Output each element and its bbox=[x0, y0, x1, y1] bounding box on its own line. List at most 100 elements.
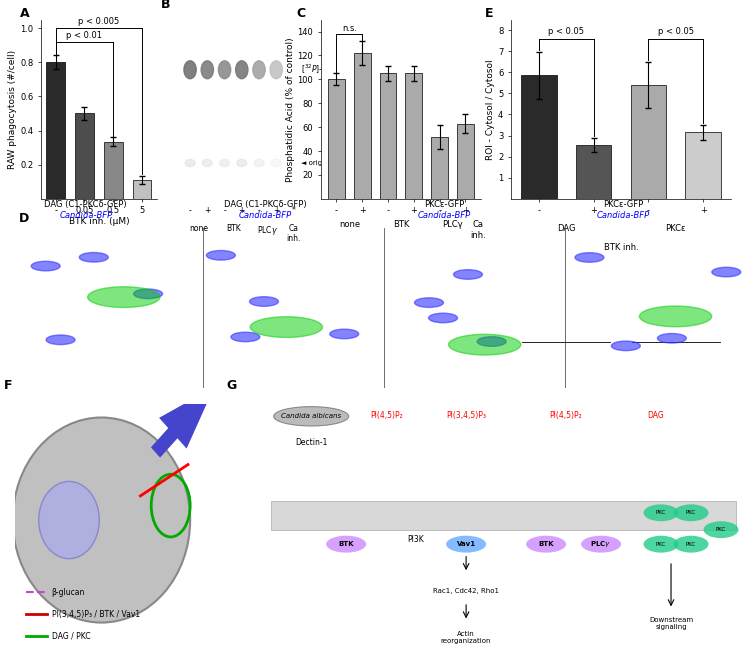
Y-axis label: Phosphatidic Acid (% of control): Phosphatidic Acid (% of control) bbox=[286, 37, 295, 181]
Ellipse shape bbox=[202, 159, 212, 166]
Ellipse shape bbox=[415, 298, 443, 307]
Text: p < 0.005: p < 0.005 bbox=[78, 18, 119, 26]
Text: none: none bbox=[189, 224, 208, 233]
Bar bbox=[630, 85, 666, 199]
Text: DAG (C1-PKCδ-GFP): DAG (C1-PKCδ-GFP) bbox=[224, 200, 306, 209]
Bar bbox=[457, 124, 474, 199]
Text: Candida-BFP: Candida-BFP bbox=[417, 211, 471, 220]
Ellipse shape bbox=[526, 536, 566, 553]
Ellipse shape bbox=[644, 536, 679, 553]
Bar bbox=[431, 137, 448, 199]
Text: DAG: DAG bbox=[557, 224, 575, 233]
Ellipse shape bbox=[326, 536, 366, 553]
Text: Ca
inh.: Ca inh. bbox=[471, 220, 486, 240]
FancyBboxPatch shape bbox=[272, 501, 736, 529]
Ellipse shape bbox=[207, 250, 235, 260]
Ellipse shape bbox=[703, 521, 739, 538]
Text: Candida-BFP: Candida-BFP bbox=[238, 211, 292, 220]
Text: Actin
reorganization: Actin reorganization bbox=[441, 631, 492, 644]
Text: control: control bbox=[98, 372, 128, 381]
Ellipse shape bbox=[31, 261, 60, 271]
Text: PKC: PKC bbox=[716, 527, 726, 532]
Text: Ca
inh.: Ca inh. bbox=[286, 224, 301, 243]
Bar bbox=[133, 180, 151, 199]
Text: D: D bbox=[19, 212, 29, 225]
Text: PLC$\gamma$: PLC$\gamma$ bbox=[591, 539, 612, 549]
Text: PI(4,5)P₂: PI(4,5)P₂ bbox=[550, 411, 583, 421]
Ellipse shape bbox=[270, 61, 283, 79]
Text: β-glucan: β-glucan bbox=[51, 588, 85, 597]
Bar bbox=[380, 74, 396, 199]
Text: PKC: PKC bbox=[656, 542, 666, 546]
Text: Candida-BFP: Candida-BFP bbox=[596, 211, 650, 220]
FancyArrow shape bbox=[151, 387, 214, 458]
Ellipse shape bbox=[429, 313, 457, 323]
Ellipse shape bbox=[237, 159, 247, 166]
Bar bbox=[354, 53, 371, 199]
Text: PLC$\gamma$: PLC$\gamma$ bbox=[257, 224, 278, 237]
Text: DAG / PKC: DAG / PKC bbox=[51, 631, 90, 640]
Ellipse shape bbox=[657, 333, 686, 343]
Text: PKCε: PKCε bbox=[665, 224, 686, 233]
Ellipse shape bbox=[79, 252, 108, 262]
Text: *: * bbox=[292, 206, 295, 215]
Text: A: A bbox=[20, 7, 30, 20]
Ellipse shape bbox=[134, 289, 163, 299]
Text: BTK inh.: BTK inh. bbox=[604, 243, 639, 252]
Ellipse shape bbox=[575, 253, 604, 262]
Ellipse shape bbox=[448, 334, 521, 355]
Text: PKCε-GFP: PKCε-GFP bbox=[603, 200, 643, 209]
Text: $[^{32}P]$-PA: $[^{32}P]$-PA bbox=[301, 63, 333, 76]
Ellipse shape bbox=[219, 61, 231, 79]
Text: +: + bbox=[204, 206, 210, 215]
Text: PKCε-GFP: PKCε-GFP bbox=[424, 200, 464, 209]
Text: Rac1, Cdc42, Rho1: Rac1, Cdc42, Rho1 bbox=[433, 587, 499, 593]
Text: -: - bbox=[223, 206, 226, 215]
Text: BTK: BTK bbox=[226, 224, 240, 233]
Ellipse shape bbox=[236, 61, 248, 79]
Ellipse shape bbox=[87, 287, 160, 308]
Text: +: + bbox=[273, 206, 280, 215]
Text: DAG: DAG bbox=[648, 411, 665, 421]
Ellipse shape bbox=[249, 297, 278, 306]
Text: DAG (C1-PKCδ-GFP): DAG (C1-PKCδ-GFP) bbox=[45, 200, 127, 209]
Bar bbox=[521, 76, 557, 199]
Text: none: none bbox=[339, 220, 360, 230]
Text: -: - bbox=[257, 206, 260, 215]
Ellipse shape bbox=[250, 317, 322, 338]
Text: Vav1: Vav1 bbox=[457, 541, 476, 547]
Ellipse shape bbox=[330, 329, 359, 339]
Ellipse shape bbox=[46, 335, 75, 345]
Text: PLCγ: PLCγ bbox=[442, 220, 463, 230]
Bar bbox=[104, 141, 122, 199]
Ellipse shape bbox=[184, 61, 196, 79]
Text: BTK: BTK bbox=[339, 541, 354, 547]
Bar bbox=[406, 74, 422, 199]
Ellipse shape bbox=[454, 270, 483, 279]
Text: p < 0.05: p < 0.05 bbox=[658, 27, 694, 37]
Text: PKC: PKC bbox=[686, 511, 696, 515]
Ellipse shape bbox=[581, 536, 621, 553]
Text: control: control bbox=[460, 372, 489, 381]
Ellipse shape bbox=[639, 306, 712, 327]
Text: Dectin-1: Dectin-1 bbox=[295, 438, 327, 447]
Text: Downstream
signaling: Downstream signaling bbox=[649, 617, 693, 630]
Text: C: C bbox=[297, 7, 306, 20]
Text: PKC: PKC bbox=[656, 511, 666, 515]
Ellipse shape bbox=[39, 481, 99, 559]
Text: ◄ origin: ◄ origin bbox=[301, 160, 328, 166]
Ellipse shape bbox=[231, 332, 260, 342]
Ellipse shape bbox=[272, 159, 281, 166]
Text: BTK inhibitor: BTK inhibitor bbox=[628, 372, 683, 381]
Text: Candida-BFP: Candida-BFP bbox=[59, 211, 113, 220]
Ellipse shape bbox=[13, 417, 190, 623]
Bar bbox=[686, 132, 721, 199]
Bar bbox=[328, 80, 345, 199]
Text: PI(4,5)P₂: PI(4,5)P₂ bbox=[370, 411, 403, 421]
Ellipse shape bbox=[254, 159, 264, 166]
Bar bbox=[576, 145, 612, 199]
Ellipse shape bbox=[185, 159, 195, 166]
Ellipse shape bbox=[477, 336, 506, 346]
Ellipse shape bbox=[219, 159, 230, 166]
Ellipse shape bbox=[712, 267, 741, 277]
